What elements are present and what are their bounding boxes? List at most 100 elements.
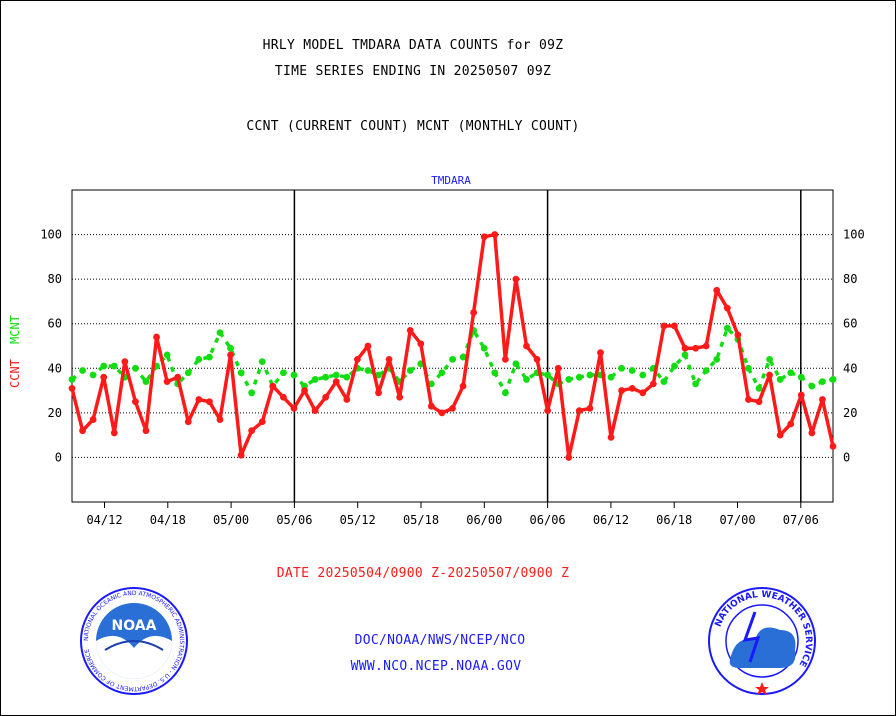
mcnt-point bbox=[227, 344, 234, 352]
mcnt-point bbox=[618, 364, 626, 372]
mcnt-point bbox=[501, 389, 509, 397]
x-tick-label: 04/12 bbox=[86, 513, 122, 527]
nco-link[interactable]: DOC/NOAA/NWS/NCEP/NCO bbox=[354, 633, 526, 648]
mcnt-point bbox=[258, 358, 266, 365]
y-tick-label-right: 20 bbox=[843, 406, 857, 420]
ylabel-mcnt: MCNT bbox=[8, 315, 22, 344]
mcnt-point bbox=[343, 373, 351, 381]
chart-header-line1: HRLY MODEL TMDARA DATA COUNTS for 09Z bbox=[262, 38, 564, 53]
y-tick-label-left: 0 bbox=[55, 450, 62, 464]
ccnt-point bbox=[438, 409, 446, 417]
y-tick-label-right: 80 bbox=[843, 272, 857, 286]
ccnt-point bbox=[110, 429, 118, 437]
mcnt-point bbox=[216, 329, 224, 337]
mcnt-point bbox=[639, 371, 647, 379]
chart-header-line3: CCNT (CURRENT COUNT) MCNT (MONTHLY COUNT… bbox=[246, 119, 580, 134]
plot-area bbox=[71, 189, 834, 503]
ccnt-point bbox=[713, 286, 721, 294]
ccnt-point bbox=[353, 355, 361, 363]
x-tick-label: 06/00 bbox=[466, 513, 502, 527]
ccnt-point bbox=[797, 391, 805, 399]
y-tick-label-left: 40 bbox=[48, 361, 62, 375]
mcnt-point bbox=[819, 378, 826, 386]
ccnt-point bbox=[206, 398, 213, 406]
mcnt-point bbox=[829, 376, 837, 383]
nws-logo: NATIONAL WEATHER SERVICE bbox=[708, 587, 816, 695]
ccnt-point bbox=[745, 396, 752, 403]
ccnt-point bbox=[195, 396, 203, 403]
ccnt-point bbox=[100, 373, 108, 381]
mcnt-point bbox=[364, 367, 372, 374]
mcnt-point bbox=[480, 344, 488, 352]
ccnt-point bbox=[163, 378, 171, 386]
mcnt-point bbox=[195, 355, 203, 363]
ccnt-point bbox=[702, 342, 710, 350]
ccnt-point bbox=[343, 396, 351, 403]
x-tick-label: 05/06 bbox=[276, 513, 312, 527]
mcnt-point bbox=[459, 353, 467, 361]
ccnt-point bbox=[597, 349, 604, 357]
x-tick-label: 06/18 bbox=[656, 513, 692, 527]
ccnt-point bbox=[258, 418, 266, 426]
y-tick-label-left: 100 bbox=[40, 228, 62, 242]
ccnt-point bbox=[279, 393, 287, 401]
y-tick-label-left: 60 bbox=[48, 317, 62, 331]
y-tick-label-left: 20 bbox=[48, 406, 62, 420]
ccnt-point bbox=[734, 331, 742, 339]
ccnt-point bbox=[491, 231, 499, 238]
ccnt-point bbox=[470, 309, 478, 316]
ccnt-point bbox=[755, 398, 763, 406]
ccnt-point bbox=[607, 433, 615, 441]
mcnt-point bbox=[142, 378, 150, 386]
mcnt-point bbox=[702, 367, 710, 374]
mcnt-point bbox=[279, 369, 287, 377]
ccnt-point bbox=[290, 405, 298, 412]
ccnt-point bbox=[89, 416, 97, 423]
ccnt-point bbox=[565, 454, 573, 461]
mcnt-point bbox=[575, 373, 583, 381]
x-tick-label: 07/00 bbox=[719, 513, 755, 527]
ccnt-point bbox=[364, 342, 372, 350]
ccnt-point bbox=[480, 233, 488, 241]
ccnt-point bbox=[787, 420, 795, 428]
mcnt-point bbox=[406, 367, 414, 374]
mcnt-point bbox=[491, 369, 499, 377]
mcnt-point bbox=[100, 362, 108, 370]
x-tick-label: 04/18 bbox=[150, 513, 186, 527]
mcnt-point bbox=[237, 369, 245, 377]
mcnt-point bbox=[184, 369, 192, 377]
ccnt-point bbox=[533, 355, 541, 363]
ccnt-point bbox=[776, 431, 784, 439]
ccnt-point bbox=[523, 342, 530, 350]
mcnt-point bbox=[248, 389, 256, 397]
ccnt-point bbox=[311, 407, 319, 415]
y-tick-label-right: 60 bbox=[843, 317, 857, 331]
x-tick-labels: 04/12 04/18 05/00 05/06 05/12 05/18 06/00 06/06… bbox=[86, 502, 819, 527]
ccnt-point bbox=[174, 373, 182, 381]
mcnt-point bbox=[808, 382, 816, 390]
ccnt-point bbox=[649, 380, 657, 388]
ccnt-point bbox=[121, 358, 129, 365]
mcnt-point bbox=[79, 367, 86, 374]
ccnt-point bbox=[153, 333, 160, 341]
mcnt-point bbox=[332, 371, 340, 379]
x-tick-label: 05/18 bbox=[403, 513, 439, 527]
mcnt-point bbox=[375, 371, 382, 379]
website-link[interactable]: WWW.NCO.NCEP.NOAA.GOV bbox=[350, 659, 522, 674]
mcnt-point bbox=[311, 376, 319, 383]
y-tick-label-right: 100 bbox=[843, 228, 865, 242]
x-tick-label: 06/06 bbox=[530, 513, 566, 527]
mcnt-series bbox=[68, 324, 837, 397]
ccnt-point bbox=[396, 393, 404, 401]
mcnt-point bbox=[745, 364, 752, 372]
ccnt-point bbox=[385, 355, 393, 363]
ccnt-point bbox=[808, 429, 816, 437]
ccnt-point bbox=[501, 355, 509, 363]
ccnt-point bbox=[660, 322, 668, 330]
ccnt-point bbox=[237, 451, 245, 459]
ccnt-point bbox=[301, 387, 308, 394]
x-tick-label: 05/12 bbox=[340, 513, 376, 527]
ccnt-point bbox=[417, 340, 425, 348]
ccnt-point bbox=[512, 275, 520, 283]
